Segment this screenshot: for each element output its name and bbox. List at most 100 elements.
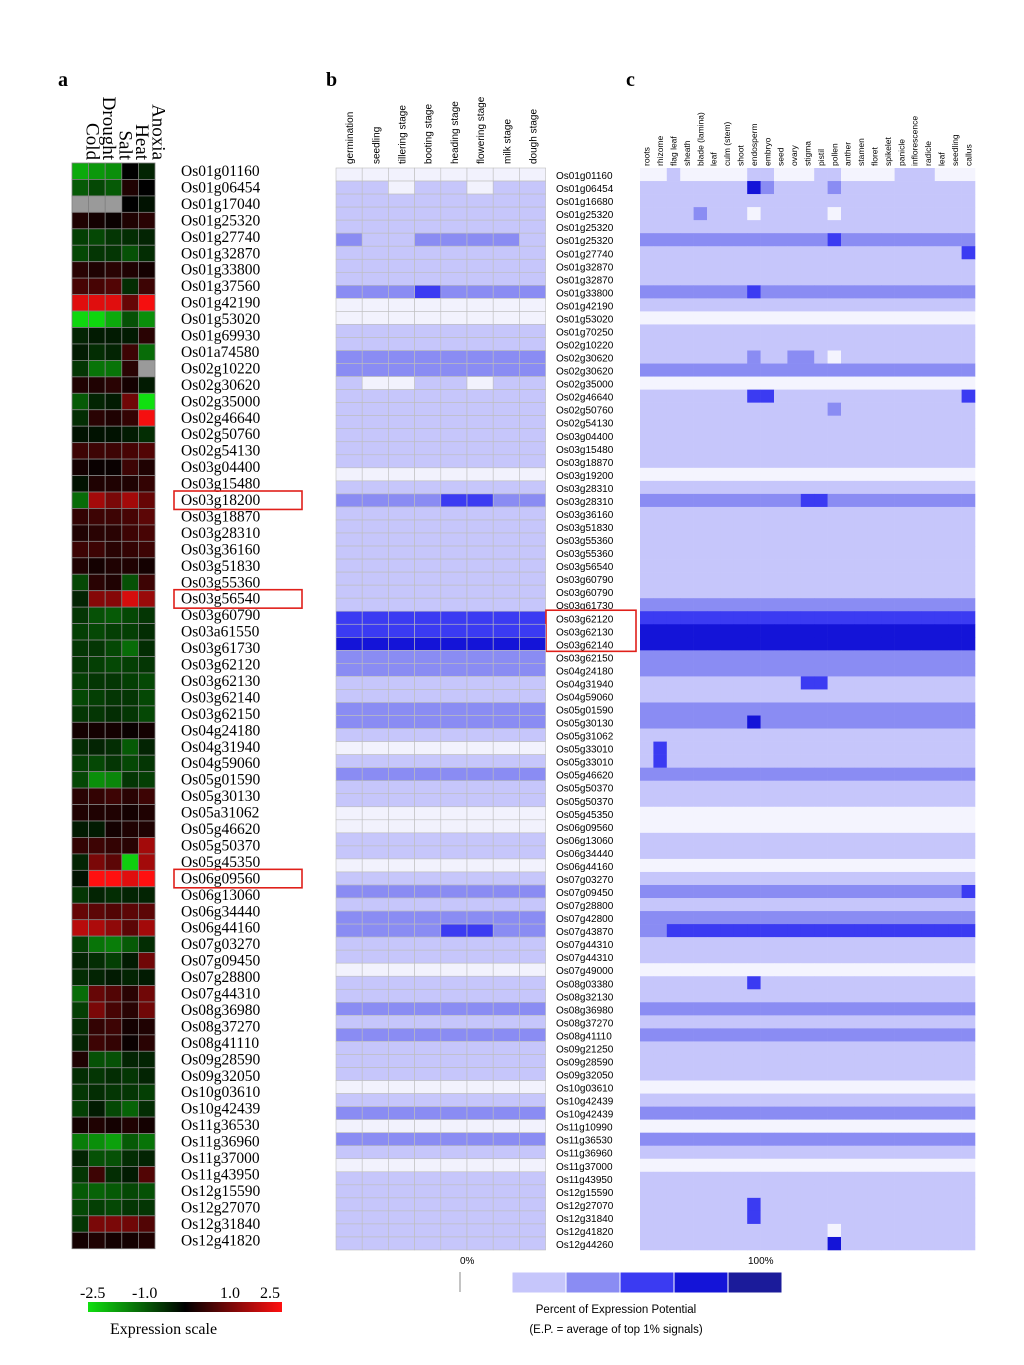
heat-cell — [867, 963, 882, 977]
heat-cell — [335, 1236, 363, 1251]
heat-cell — [88, 886, 106, 904]
heat-cell — [787, 1132, 802, 1147]
heat-cell — [361, 936, 389, 951]
heat-cell — [71, 1067, 90, 1085]
heat-cell — [934, 754, 949, 768]
heat-cell — [814, 1158, 828, 1173]
heat-cell — [414, 285, 442, 299]
heat-cell — [519, 1041, 546, 1055]
heat-cell — [466, 1041, 494, 1055]
heat-cell — [961, 598, 976, 612]
heat-cell — [921, 741, 936, 755]
heat-cell — [492, 193, 520, 208]
heat-cell — [361, 298, 389, 312]
heat-cell — [88, 853, 106, 871]
heat-cell — [466, 1236, 494, 1251]
heat-cell — [440, 1106, 468, 1120]
heat-cell — [961, 1041, 976, 1055]
heat-cell — [814, 715, 828, 729]
heat-cell — [388, 350, 415, 364]
heat-cell — [104, 228, 123, 246]
heat-cell — [867, 1080, 882, 1094]
heat-cell — [961, 389, 976, 403]
heat-cell — [800, 572, 815, 586]
heat-cell — [908, 976, 922, 990]
heat-cell — [137, 211, 156, 230]
heat-cell — [760, 585, 775, 599]
heat-cell — [961, 702, 976, 716]
heat-cell — [492, 1171, 520, 1186]
heat-cell — [827, 898, 842, 912]
heat-cell — [680, 415, 694, 430]
heat-cell — [760, 1184, 775, 1199]
heat-cell — [466, 793, 494, 808]
heat-cell — [388, 793, 415, 808]
heat-cell — [908, 1054, 922, 1068]
heat-cell — [747, 845, 761, 860]
heat-cell — [787, 298, 802, 312]
heat-cell — [137, 1182, 156, 1200]
heat-cell — [787, 168, 802, 182]
heat-cell — [894, 1197, 909, 1212]
tissue-label: pistil — [816, 149, 826, 166]
heat-cell — [640, 741, 654, 755]
heat-cell — [466, 910, 494, 925]
heat-cell — [414, 402, 442, 416]
heat-cell — [934, 376, 949, 390]
heat-cell — [934, 337, 949, 351]
heat-cell — [466, 1054, 494, 1068]
heat-cell — [948, 741, 962, 755]
heat-cell — [774, 793, 788, 808]
heat-cell — [680, 585, 694, 599]
heat-cell — [361, 506, 389, 521]
heat-cell — [653, 363, 668, 377]
heat-cell — [961, 259, 976, 273]
heat-cell — [388, 962, 415, 977]
heat-cell — [814, 819, 828, 834]
heat-cell — [121, 491, 139, 509]
heat-cell — [800, 1132, 815, 1147]
heat-cell — [440, 389, 468, 403]
heat-cell — [440, 232, 468, 247]
heat-cell — [720, 350, 735, 364]
heat-cell — [640, 819, 654, 834]
heat-cell — [774, 924, 788, 938]
heat-cell — [666, 1041, 681, 1055]
heat-cell — [733, 989, 748, 1003]
heat-cell — [774, 1028, 788, 1042]
heat-cell — [414, 206, 442, 221]
heat-cell — [440, 936, 468, 951]
heat-cell — [800, 1028, 815, 1042]
heat-cell — [961, 663, 976, 677]
heat-cell — [814, 546, 828, 560]
heat-cell — [881, 480, 895, 495]
heat-cell — [760, 572, 775, 586]
heat-cell — [335, 1002, 363, 1016]
heat-cell — [867, 728, 882, 742]
heat-cell — [71, 475, 90, 493]
gene-label: Os01g17040 — [181, 196, 260, 213]
heat-cell — [121, 425, 139, 444]
heat-cell — [104, 195, 123, 213]
heat-cell — [881, 585, 895, 599]
heat-cell — [814, 858, 828, 873]
heat-cell — [361, 923, 389, 938]
tissue-label: anther — [843, 142, 853, 166]
heat-cell — [961, 272, 976, 286]
gene-label: Os02g54130 — [181, 443, 260, 460]
heat-cell — [774, 806, 788, 821]
heat-cell — [71, 804, 90, 822]
heat-cell — [827, 1210, 842, 1225]
heat-cell — [440, 1171, 468, 1186]
heat-cell — [747, 1119, 761, 1133]
heat-cell — [492, 506, 520, 521]
heat-cell — [733, 441, 748, 456]
heat-cell — [894, 467, 909, 482]
tissue-label: sheath — [682, 140, 692, 166]
heat-cell — [693, 376, 708, 390]
heat-cell — [104, 935, 123, 954]
heat-cell — [121, 327, 139, 345]
heat-cell — [934, 1041, 949, 1055]
heat-cell — [827, 1132, 842, 1147]
heat-cell — [921, 911, 936, 925]
